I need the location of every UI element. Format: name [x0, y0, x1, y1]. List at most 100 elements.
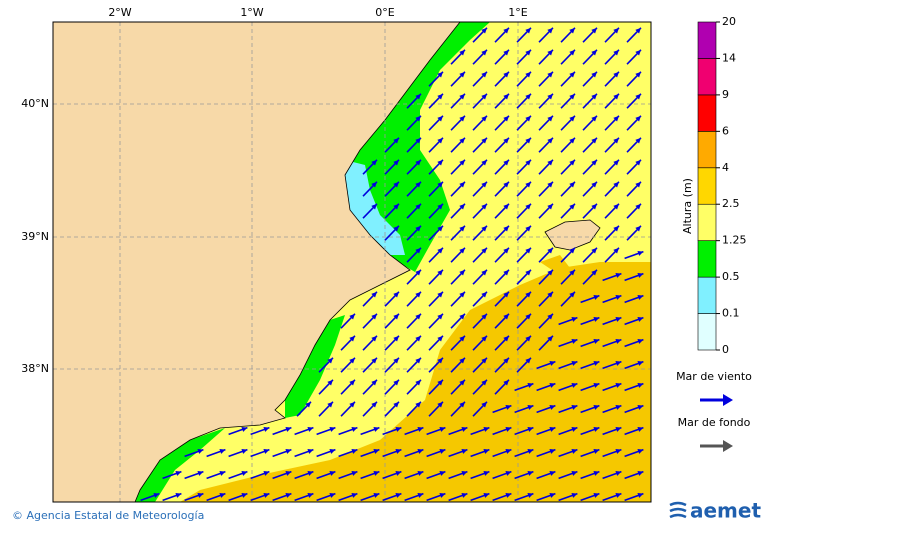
arrow-head	[549, 448, 556, 454]
arrow-head	[415, 181, 421, 188]
arrow-head	[571, 338, 578, 344]
arrow-head	[285, 470, 292, 476]
arrow-head	[481, 27, 487, 34]
arrow-head	[197, 492, 204, 498]
legend: Mar de viento Mar de fondo	[676, 370, 752, 452]
arrow-head	[635, 115, 641, 122]
arrow-head	[373, 426, 380, 432]
arrow-head	[547, 181, 553, 188]
arrow-head	[571, 426, 578, 432]
arrow-head	[393, 159, 399, 166]
arrow-head	[637, 448, 644, 454]
arrow-head	[327, 379, 333, 386]
arrow-head	[459, 335, 465, 342]
arrow-head	[503, 247, 509, 254]
arrow-head	[549, 382, 556, 388]
arrow-head	[437, 203, 443, 210]
arrow-head	[481, 357, 487, 364]
arrow-head	[569, 137, 575, 144]
legend-arrow-head	[723, 440, 733, 452]
arrow-head	[415, 335, 421, 342]
arrow-head	[459, 93, 465, 100]
arrow-head	[415, 159, 421, 166]
arrow-head	[461, 448, 468, 454]
arrow-head	[393, 335, 399, 342]
colorbar-segment	[697, 21, 717, 59]
colorbar-label: 0	[722, 343, 729, 356]
arrow-head	[613, 27, 619, 34]
arrow-head	[525, 49, 531, 56]
arrow-head	[415, 93, 421, 100]
colorbar-label: 14	[722, 51, 736, 64]
arrow-head	[525, 269, 531, 276]
legend-label: Mar de viento	[676, 370, 752, 383]
arrow-head	[371, 357, 377, 364]
arrow-head	[569, 269, 575, 276]
arrow-head	[569, 181, 575, 188]
arrow-head	[549, 470, 556, 476]
arrow-head	[371, 379, 377, 386]
arrow-head	[593, 294, 600, 300]
arrow-head	[635, 49, 641, 56]
arrow-head	[329, 492, 336, 498]
arrow-head	[393, 291, 399, 298]
arrow-head	[547, 291, 553, 298]
arrow-head	[481, 93, 487, 100]
arrow-head	[263, 448, 270, 454]
arrow-head	[263, 426, 270, 432]
arrow-head	[593, 338, 600, 344]
colorbar-label: 6	[722, 124, 729, 137]
arrow-head	[547, 159, 553, 166]
arrow-head	[393, 401, 399, 408]
lon-label: 1°W	[240, 6, 263, 19]
arrow-head	[637, 272, 644, 278]
arrow-head	[591, 137, 597, 144]
arrow-head	[569, 203, 575, 210]
arrow-head	[503, 49, 509, 56]
arrow-head	[481, 291, 487, 298]
arrow-head	[415, 401, 421, 408]
arrow-head	[329, 448, 336, 454]
arrow-head	[415, 225, 421, 232]
legend-arrow-head	[723, 394, 733, 406]
arrow-head	[547, 137, 553, 144]
arrow-head	[549, 492, 556, 498]
arrow-head	[613, 203, 619, 210]
arrow-head	[637, 250, 644, 256]
arrow-head	[437, 225, 443, 232]
arrow-head	[395, 426, 402, 432]
arrow-head	[613, 49, 619, 56]
arrow-head	[549, 426, 556, 432]
arrow-head	[459, 401, 465, 408]
wave-arrows	[140, 27, 644, 502]
sea-zone-green	[345, 22, 490, 272]
arrow-head	[373, 492, 380, 498]
lon-labels: 2°W 1°W 0°E 1°E	[108, 6, 527, 19]
colorbar-segment	[697, 313, 717, 351]
arrow-head	[153, 492, 160, 498]
arrow-head	[481, 49, 487, 56]
colorbar-segment	[697, 240, 717, 278]
arrow-head	[505, 492, 512, 498]
arrow-head	[637, 382, 644, 388]
arrow-head	[503, 137, 509, 144]
arrow-head	[527, 492, 534, 498]
arrow-head	[615, 382, 622, 388]
arrow-head	[591, 269, 597, 276]
arrow-head	[371, 203, 377, 210]
arrow-head	[393, 137, 399, 144]
lon-label: 1°E	[508, 6, 527, 19]
arrow-head	[415, 137, 421, 144]
arrow-head	[593, 426, 600, 432]
arrow-head	[503, 269, 509, 276]
arrow-head	[613, 225, 619, 232]
arrow-head	[461, 426, 468, 432]
arrow-head	[503, 291, 509, 298]
arrow-head	[525, 247, 531, 254]
arrow-head	[615, 294, 622, 300]
arrow-head	[459, 71, 465, 78]
arrow-head	[481, 335, 487, 342]
arrow-head	[591, 115, 597, 122]
arrow-head	[549, 404, 556, 410]
arrow-head	[613, 159, 619, 166]
